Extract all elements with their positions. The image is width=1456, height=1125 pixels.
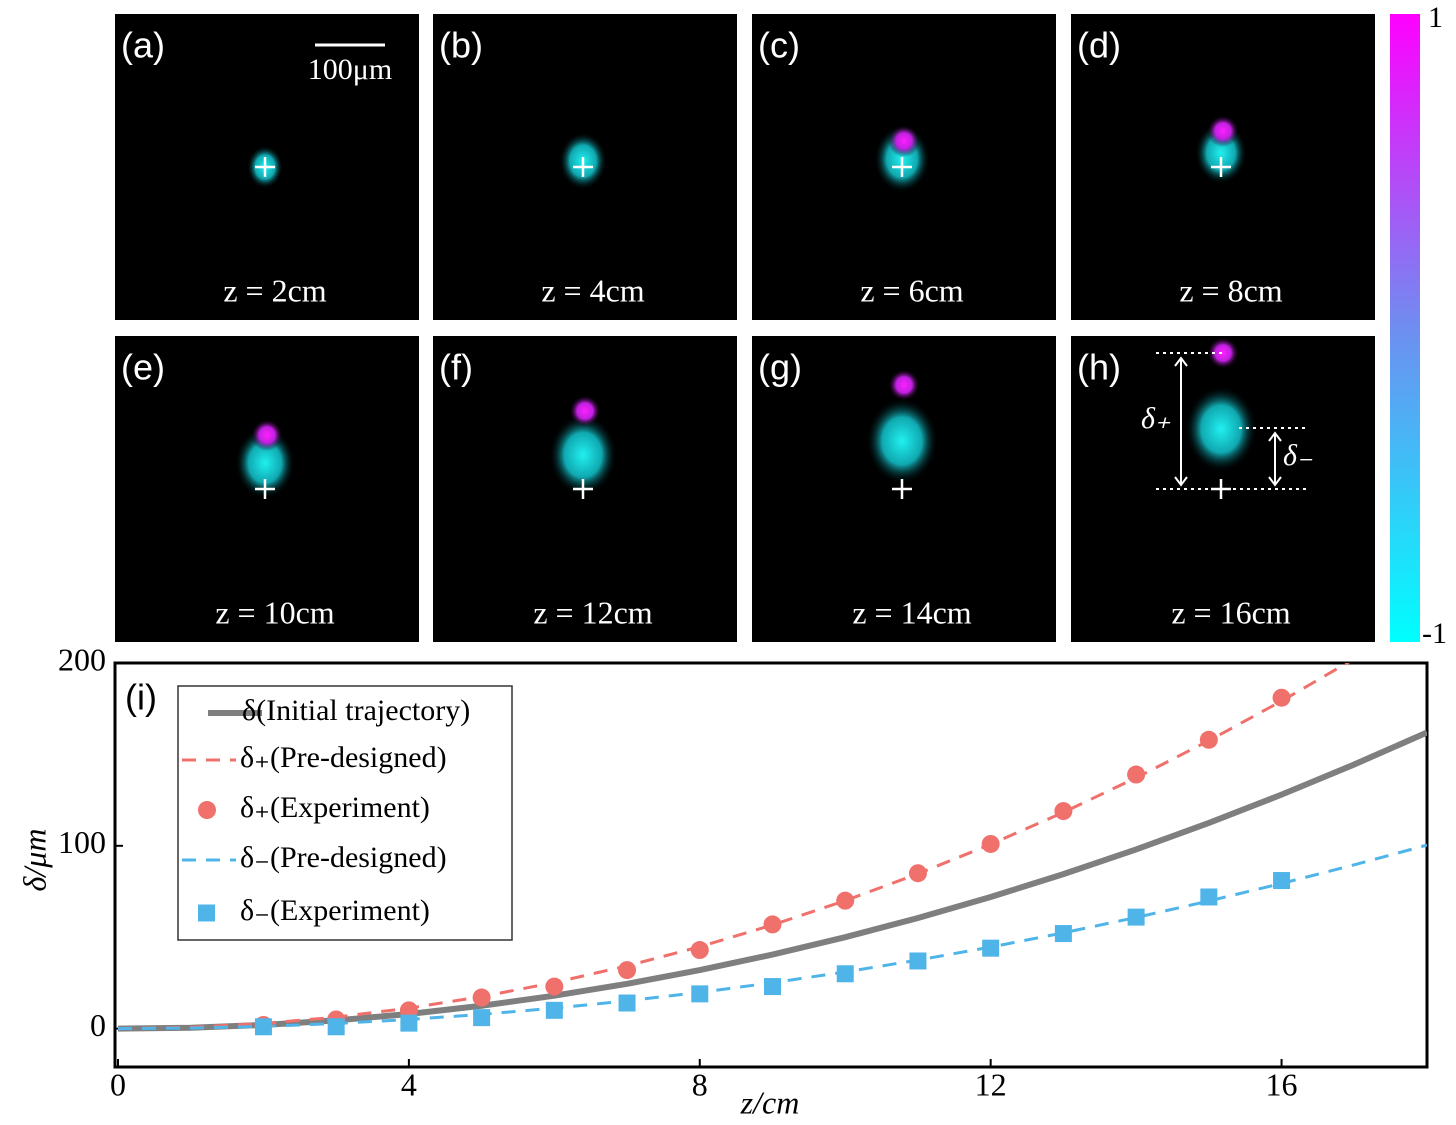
x-tick-label: 0	[110, 1066, 126, 1102]
legend-label: δ₊(Pre-designed)	[240, 741, 447, 774]
data-point	[1200, 888, 1218, 906]
beam-spot	[866, 397, 938, 485]
center-cross	[892, 479, 912, 499]
panel-caption: z = 8cm	[1179, 272, 1282, 308]
panel-label: (c)	[758, 25, 800, 66]
panel-caption: z = 10cm	[215, 594, 334, 630]
legend-swatch	[198, 801, 216, 819]
panel-caption: z = 14cm	[852, 594, 971, 630]
data-point	[327, 1018, 345, 1036]
legend-label: δ₋(Experiment)	[240, 894, 430, 927]
data-point	[690, 941, 709, 960]
annotation: δ₊	[1141, 402, 1171, 435]
plot-area	[117, 663, 1427, 1036]
beam-spot	[549, 414, 617, 496]
plot-frame	[113, 661, 1429, 1069]
panel-label: (e)	[121, 347, 165, 388]
data-point	[254, 1018, 272, 1036]
panel-caption: z = 16cm	[1171, 594, 1290, 630]
center-cross	[892, 157, 912, 177]
legend-label: δ(Initial trajectory)	[242, 694, 470, 727]
data-point	[545, 1001, 563, 1019]
y-tick-label: 200	[58, 641, 106, 677]
panel-label: (i)	[125, 677, 157, 718]
annotation: δ₋	[1283, 439, 1313, 472]
data-point	[618, 961, 637, 980]
panel-label: (g)	[758, 347, 802, 388]
x-tick-label: 12	[975, 1066, 1007, 1102]
data-point	[763, 915, 782, 934]
colorbar-tick: -1	[1422, 617, 1447, 650]
data-point	[764, 978, 781, 996]
data-point	[909, 952, 927, 970]
data-point	[1054, 802, 1073, 821]
colorbar	[1390, 14, 1420, 642]
y-axis-label: δ/μm	[16, 829, 52, 892]
beam-spot	[1185, 385, 1257, 473]
center-cross	[255, 479, 275, 499]
x-tick-label: 16	[1266, 1066, 1298, 1102]
panel-caption: z = 12cm	[533, 594, 652, 630]
arrow	[1174, 356, 1188, 487]
data-point	[1127, 765, 1146, 784]
y-tick-label: 0	[90, 1007, 106, 1043]
panel-label: (d)	[1077, 25, 1121, 66]
panel-label: (a)	[121, 25, 165, 66]
arrow	[1268, 431, 1282, 487]
legend	[177, 685, 513, 941]
center-cross	[573, 157, 593, 177]
data-point	[618, 994, 636, 1012]
data-point	[908, 864, 927, 883]
data-point	[545, 977, 564, 996]
data-point	[400, 1014, 418, 1032]
legend-label: δ₊(Experiment)	[240, 791, 430, 824]
beam-peak	[1207, 115, 1239, 147]
data-point	[473, 1009, 491, 1027]
data-point	[1272, 688, 1291, 707]
beam-peak	[251, 419, 283, 451]
center-cross	[1211, 157, 1231, 177]
legend-swatch	[198, 904, 215, 922]
panel-caption: z = 2cm	[223, 272, 326, 308]
beam-peak	[569, 395, 601, 427]
panel-caption: z = 6cm	[860, 272, 963, 308]
x-tick-label: 8	[692, 1066, 708, 1102]
center-cross	[255, 157, 275, 177]
data-point	[472, 988, 491, 1007]
panel-label: (h)	[1077, 347, 1121, 388]
panel-caption: z = 4cm	[541, 272, 644, 308]
data-point	[836, 965, 854, 983]
x-tick-label: 4	[401, 1066, 417, 1102]
data-point	[836, 891, 855, 910]
panel-label: (b)	[439, 25, 483, 66]
x-axis-label: z/cm	[740, 1084, 800, 1120]
colorbar-tick: 1	[1428, 1, 1443, 34]
beam-spot	[235, 427, 295, 499]
data-point	[981, 834, 1000, 853]
beam-peak	[1207, 337, 1239, 369]
data-point	[691, 985, 709, 1003]
y-tick-label: 100	[58, 824, 106, 860]
data-point	[1273, 872, 1291, 890]
beam-peak	[888, 125, 920, 157]
beam-peak	[888, 369, 920, 401]
center-cross	[573, 479, 593, 499]
data-point	[1199, 730, 1218, 749]
data-point	[1054, 925, 1072, 943]
scale-bar-label: 100μm	[308, 53, 392, 86]
panel-label: (f)	[439, 347, 473, 388]
legend-label: δ₋(Pre-designed)	[240, 841, 447, 874]
data-point	[1127, 908, 1145, 926]
data-point	[982, 939, 1000, 957]
